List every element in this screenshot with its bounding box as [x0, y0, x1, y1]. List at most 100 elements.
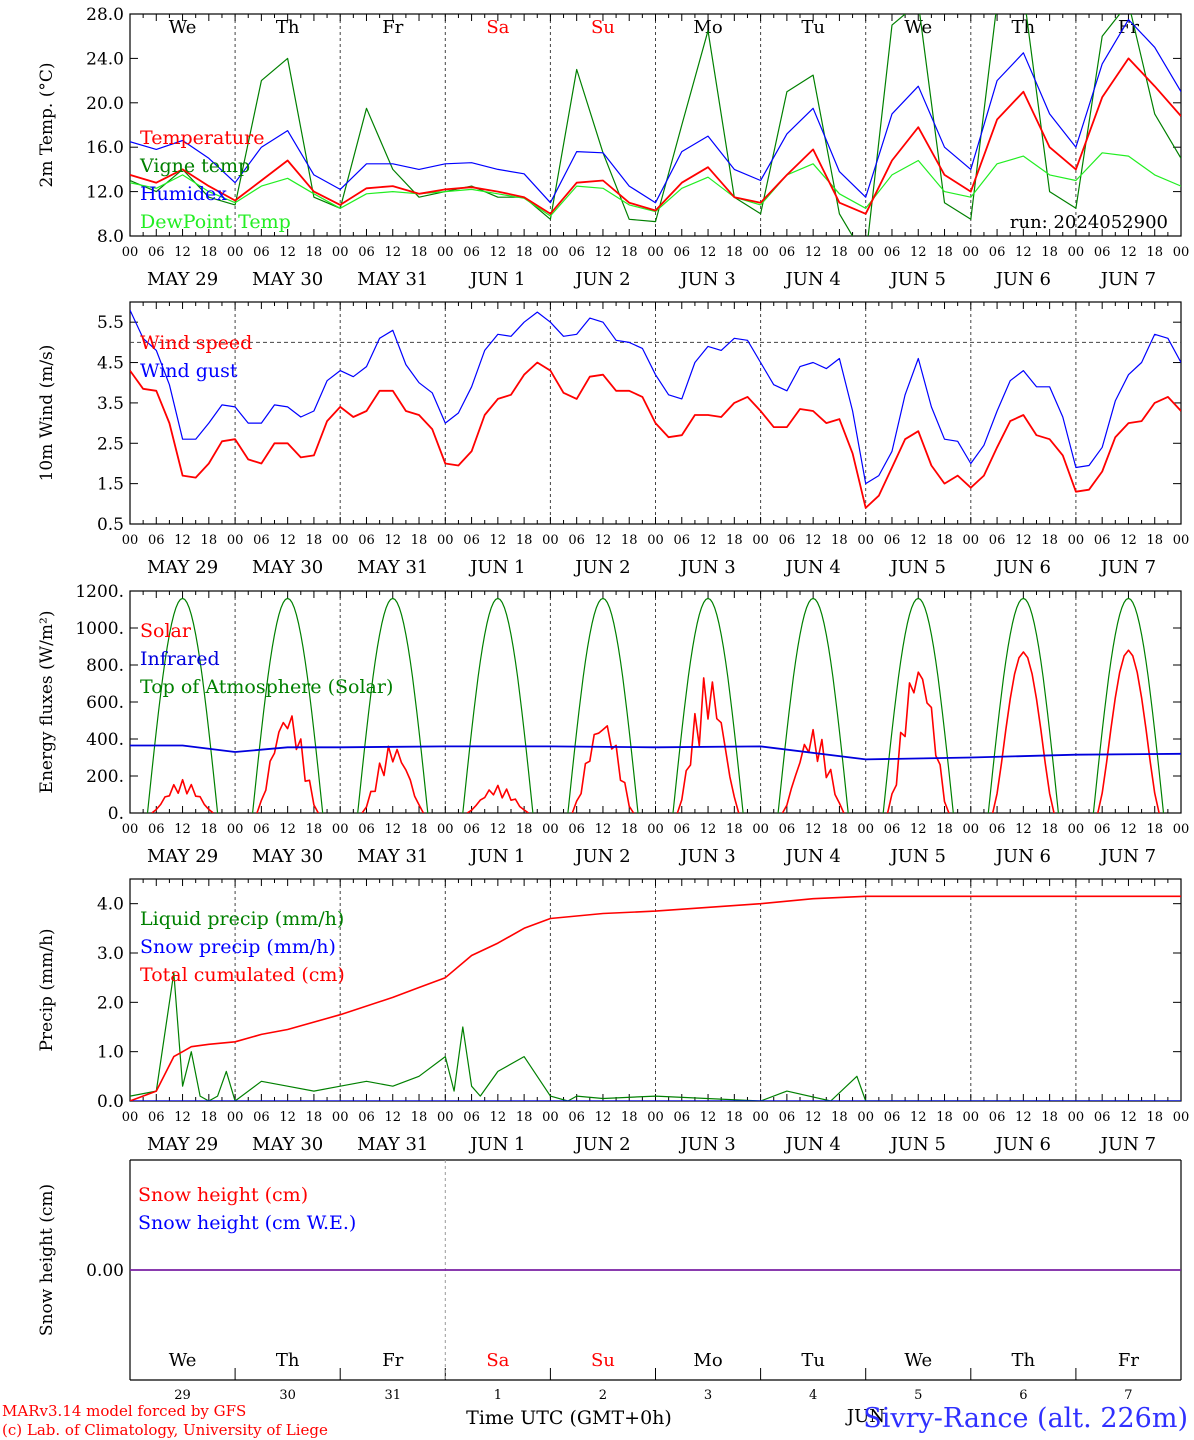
x-axis-label: Time UTC (GMT+0h) — [466, 1407, 672, 1429]
hour-label: 00 — [963, 1110, 980, 1125]
y-axis-label: Snow height (cm) — [37, 1184, 57, 1336]
hour-label: 00 — [437, 1110, 454, 1125]
weekday-label: Mo — [693, 17, 722, 38]
hour-label: 12 — [1120, 1110, 1137, 1125]
hour-label: 12 — [910, 245, 927, 260]
legend-vigne-temp: Vigne temp — [139, 155, 250, 177]
y-tick-label: 2.0 — [97, 993, 124, 1013]
date-label: JUN 7 — [1099, 269, 1156, 290]
y-axis-label: 10m Wind (m/s) — [37, 345, 57, 482]
date-label: JUN 4 — [783, 846, 840, 867]
y-tick-label: 3.0 — [97, 944, 124, 964]
hour-label: 06 — [1094, 245, 1111, 260]
y-tick-label: 1200. — [75, 582, 124, 602]
day-number: 30 — [279, 1388, 296, 1403]
series-total-cumulated-cm- — [130, 895, 1181, 1101]
hour-label: 00 — [857, 822, 874, 837]
legend-liquid-precip-mm-h: Liquid precip (mm/h) — [140, 908, 344, 930]
hour-label: 18 — [516, 245, 533, 260]
day-number: 2 — [599, 1388, 607, 1403]
hour-label: 00 — [1068, 533, 1085, 548]
date-label: JUN 7 — [1099, 846, 1156, 867]
panel-wind: 10m Wind (m/s) 0.5 1.5 2.5 3.5 4.5 5.5 00 06 12 18… — [37, 301, 1189, 578]
series-wind-gust — [130, 309, 1181, 485]
hour-label: 06 — [568, 245, 585, 260]
hour-label: 06 — [779, 1110, 796, 1125]
date-label: JUN 5 — [889, 1134, 946, 1155]
weekday-label: Su — [591, 1350, 615, 1371]
legend-snow-height-cm-w-e: Snow height (cm W.E.) — [138, 1212, 356, 1234]
y-tick-label: 800. — [86, 656, 124, 676]
y-tick-label: 1.5 — [97, 475, 124, 495]
hour-label: 12 — [910, 1110, 927, 1125]
solar-curve — [571, 725, 635, 813]
hour-label: 00 — [752, 533, 769, 548]
hour-label: 06 — [1094, 533, 1111, 548]
date-label: MAY 31 — [357, 1134, 428, 1155]
hour-label: 18 — [201, 245, 218, 260]
hour-label: 12 — [805, 1110, 822, 1125]
hour-label: 00 — [752, 245, 769, 260]
hour-label: 00 — [542, 533, 559, 548]
hour-label: 12 — [384, 1110, 401, 1125]
weekday-label: We — [169, 17, 197, 38]
hour-label: 18 — [411, 533, 428, 548]
y-axis-label: Precip (mm/h) — [37, 928, 57, 1051]
hour-label: 00 — [647, 533, 664, 548]
date-label: JUN 2 — [573, 1134, 630, 1155]
weekday-label: Th — [276, 17, 300, 38]
day-number: 1 — [494, 1388, 502, 1403]
hour-label: 18 — [1041, 822, 1058, 837]
hour-label: 06 — [884, 245, 901, 260]
solar-curve — [886, 671, 950, 813]
hour-label: 18 — [936, 533, 953, 548]
hour-label: 12 — [279, 1110, 296, 1125]
date-label: MAY 30 — [252, 269, 323, 290]
y-tick-label: 0.0 — [97, 1092, 124, 1112]
weekday-label: We — [904, 17, 932, 38]
y-tick-label: 12.0 — [86, 183, 124, 203]
hour-label: 18 — [411, 245, 428, 260]
date-label: JUN 3 — [678, 557, 735, 578]
hour-label: 12 — [1120, 822, 1137, 837]
hour-label: 00 — [1068, 245, 1085, 260]
hour-label: 12 — [805, 245, 822, 260]
date-label: MAY 29 — [147, 557, 218, 578]
legend-wind-gust: Wind gust — [140, 360, 238, 382]
hour-label: 18 — [1146, 822, 1163, 837]
hour-label: 00 — [647, 1110, 664, 1125]
hour-label: 06 — [674, 822, 691, 837]
day-number: 4 — [809, 1388, 817, 1403]
hour-label: 00 — [752, 1110, 769, 1125]
hour-label: 06 — [674, 533, 691, 548]
hour-label: 06 — [1094, 822, 1111, 837]
solar-curve — [1097, 649, 1160, 813]
hour-label: 12 — [595, 533, 612, 548]
hour-label: 06 — [253, 822, 270, 837]
hour-label: 18 — [726, 245, 743, 260]
hour-label: 06 — [463, 822, 480, 837]
date-label: MAY 31 — [357, 846, 428, 867]
solar-curve — [991, 651, 1055, 813]
toa-curve — [672, 597, 744, 813]
date-label: JUN 6 — [994, 1134, 1051, 1155]
hour-label: 18 — [831, 1110, 848, 1125]
y-tick-label: 600. — [86, 693, 124, 713]
weekday-label: Fr — [1118, 1350, 1139, 1371]
hour-label: 18 — [936, 1110, 953, 1125]
y-tick-label: 4.5 — [97, 354, 124, 374]
hour-label: 06 — [463, 533, 480, 548]
hour-label: 06 — [253, 533, 270, 548]
legend-snow-precip-mm-h: Snow precip (mm/h) — [140, 936, 336, 958]
hour-label: 12 — [700, 1110, 717, 1125]
hour-label: 00 — [122, 245, 139, 260]
hour-label: 12 — [1015, 822, 1032, 837]
legend-top-of-atmosphere-solar: Top of Atmosphere (Solar) — [140, 676, 393, 698]
hour-label: 18 — [1146, 245, 1163, 260]
hour-label: 18 — [306, 533, 323, 548]
series-temperature — [130, 57, 1181, 215]
hour-label: 12 — [910, 533, 927, 548]
y-tick-label: 0.5 — [97, 515, 124, 535]
hour-label: 12 — [490, 1110, 507, 1125]
hour-label: 12 — [174, 245, 191, 260]
